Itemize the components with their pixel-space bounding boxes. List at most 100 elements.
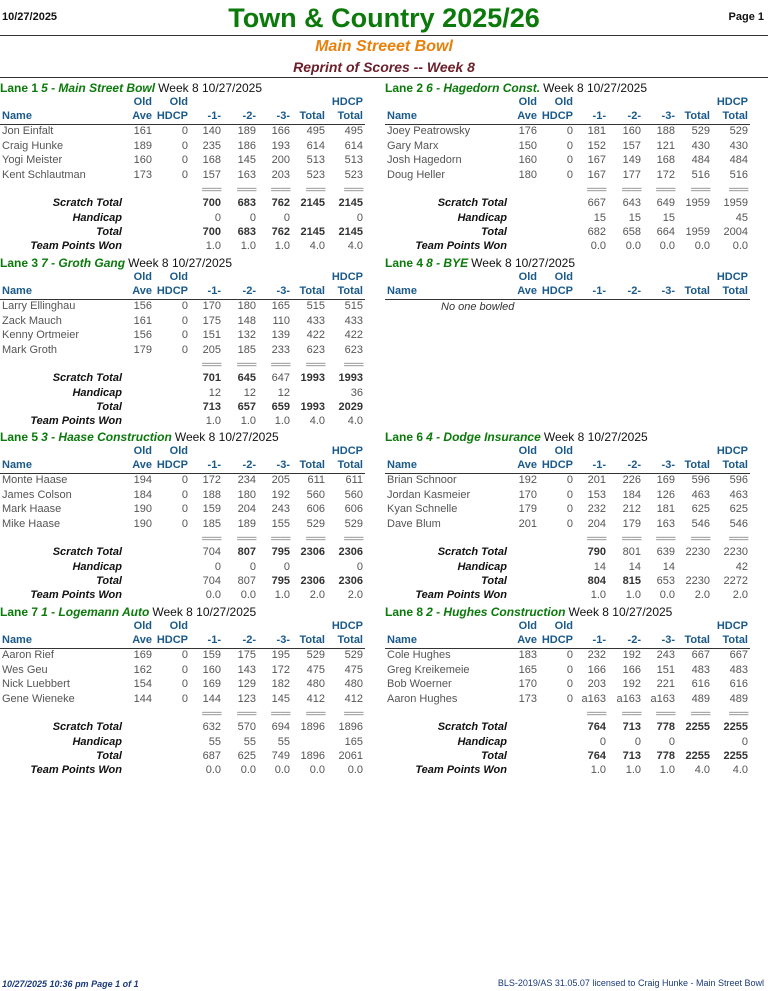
player-game2: 166	[622, 663, 641, 676]
team-scratch-value: 1959	[685, 197, 710, 209]
heading-underline	[0, 299, 365, 300]
player-hdcp-series: 515	[344, 300, 363, 312]
player-handicap: 0	[181, 314, 188, 327]
player-game1: 169	[202, 678, 221, 690]
team-total-value: 2306	[338, 575, 363, 587]
lane-block: Lane 4 8 - BYE Week 8 10/27/2025 Old Old HD…	[385, 255, 768, 430]
player-game2: 177	[622, 168, 641, 181]
row-label-scratch: Scratch Total	[52, 721, 122, 733]
player-handicap: 0	[181, 663, 188, 676]
col-total: Total	[684, 459, 710, 471]
col-ave: Ave	[132, 459, 152, 471]
player-game3: 172	[271, 663, 290, 676]
separator: ====	[728, 534, 749, 545]
player-game2: 143	[237, 663, 256, 676]
col-hdcp: HDCP	[156, 459, 188, 471]
heading-underline	[0, 473, 365, 474]
separator: ====	[236, 185, 257, 196]
player-hdcp-series: 480	[344, 678, 363, 690]
separator: ====	[270, 534, 291, 545]
player-series: 529	[691, 125, 710, 137]
col-game1: -1-	[592, 459, 606, 471]
col-old-hdcp: Old	[169, 96, 188, 108]
player-game2: 179	[622, 517, 641, 530]
player-game1: 205	[202, 343, 221, 356]
player-game3: a163	[650, 692, 675, 705]
player-series: 611	[307, 474, 325, 486]
row-label-points: Team Points Won	[415, 240, 507, 252]
team-points-value: 1.0	[659, 764, 675, 776]
player-game1: 159	[202, 649, 221, 661]
team-scratch-value: 713	[622, 721, 641, 733]
row-label-points: Team Points Won	[415, 764, 507, 776]
col-old-hdcp: Old	[169, 271, 188, 283]
col-game3: -3-	[276, 110, 290, 122]
row-label-handicap: Handicap	[457, 560, 507, 573]
team-points-value: 1.0	[274, 240, 290, 252]
player-game3: 221	[656, 678, 675, 690]
player-handicap: 0	[566, 649, 573, 661]
player-name: Greg Kreikemeie	[387, 663, 470, 676]
team-total-value: 804	[587, 575, 606, 587]
team-scratch-value: 762	[271, 197, 290, 209]
col-game3: -3-	[661, 110, 675, 122]
row-label-handicap: Handicap	[72, 735, 122, 748]
player-game1: 232	[587, 649, 606, 661]
team-points-value: 2.0	[732, 589, 748, 601]
team-name: 3 - Haase Construction	[41, 430, 172, 444]
col-game2: -2-	[627, 110, 641, 122]
report-title: Town & Country 2025/26	[228, 3, 540, 33]
separator: ====	[621, 709, 642, 720]
team-name: 6 - Hagedorn Const.	[426, 81, 541, 95]
player-game1: a163	[581, 692, 606, 705]
col-name: Name	[2, 459, 32, 471]
player-hdcp-series: 483	[729, 663, 748, 676]
separator: ====	[270, 360, 291, 371]
team-handicap-value: 14	[628, 560, 641, 573]
player-game1: 168	[202, 154, 221, 166]
team-total-value: 2145	[338, 226, 363, 238]
week-date: Week 8 10/27/2025	[158, 81, 263, 95]
col-hdcp-total: HDCP	[331, 96, 363, 108]
heading-underline	[385, 473, 750, 474]
player-series: 529	[306, 649, 325, 661]
team-total-value: 2145	[300, 226, 325, 238]
heading-underline	[385, 648, 750, 649]
row-label-points: Team Points Won	[30, 240, 122, 252]
separator: ====	[586, 709, 607, 720]
player-hdcp-series: 614	[344, 139, 363, 152]
col-name: Name	[2, 110, 32, 122]
row-label-total: Total	[481, 750, 507, 762]
lane-number: Lane 8	[385, 605, 424, 619]
player-hdcp-series: 516	[729, 168, 748, 181]
col-hdcp-total: HDCP	[331, 620, 363, 632]
player-average: 144	[133, 692, 152, 705]
player-hdcp-series: 529	[344, 517, 363, 530]
separator: ====	[305, 360, 326, 371]
heading-underline	[385, 299, 750, 300]
team-points-value: 0.0	[274, 764, 290, 776]
col-game1: -1-	[207, 634, 221, 646]
team-points-value: 4.0	[694, 764, 710, 776]
team-handicap-value: 0	[283, 211, 290, 224]
separator: ====	[621, 185, 642, 196]
col-game2: -2-	[242, 110, 256, 122]
player-hdcp-series: 475	[344, 663, 363, 676]
team-scratch-value: 764	[587, 721, 606, 733]
row-label-scratch: Scratch Total	[437, 546, 507, 558]
week-date: Week 8 10/27/2025	[152, 605, 257, 619]
player-game3: 195	[271, 649, 290, 661]
team-handicap-value: 0	[599, 735, 606, 748]
player-name: Monte Haase	[2, 474, 68, 486]
col-name: Name	[2, 285, 32, 297]
col-game1: -1-	[592, 285, 606, 297]
player-handicap: 0	[181, 649, 188, 661]
team-handicap-value: 14	[662, 560, 675, 573]
player-average: 179	[133, 343, 152, 356]
player-game3: 205	[271, 474, 290, 486]
team-handicap-value: 15	[593, 211, 606, 224]
player-game2: 163	[237, 168, 256, 181]
separator: ====	[305, 185, 326, 196]
separator: ====	[655, 534, 676, 545]
col-hdcp-total-label: Total	[337, 110, 363, 122]
